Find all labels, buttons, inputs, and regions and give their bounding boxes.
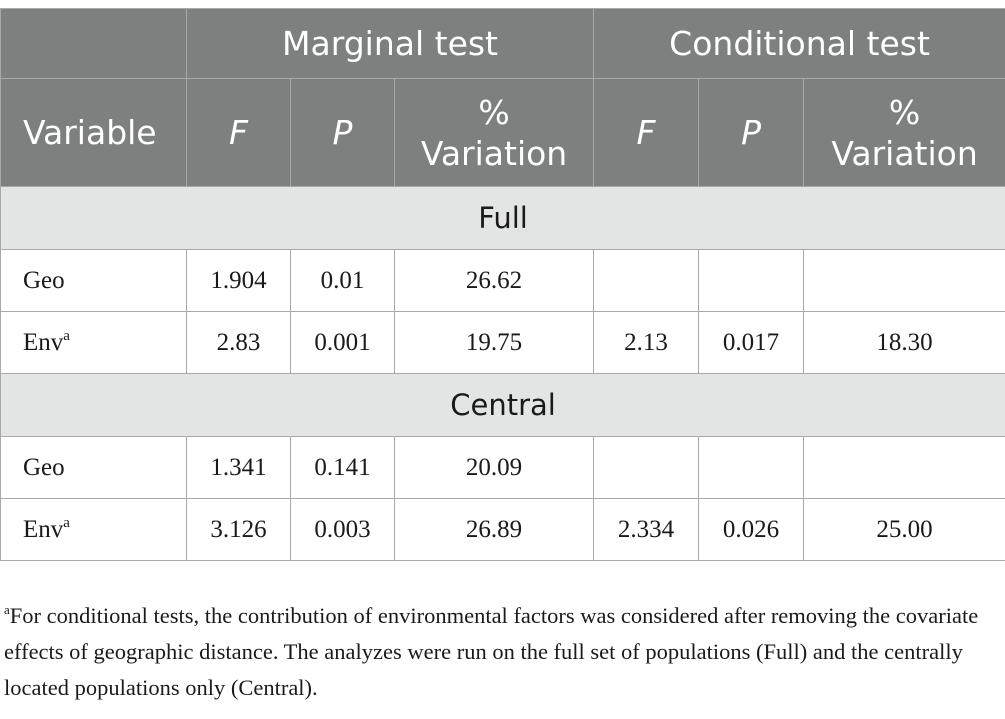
variable-cell: Geo [0,249,187,312]
marginal-f-cell: 1.904 [186,249,291,312]
table-footnote: aFor conditional tests, the contribution… [4,598,1004,706]
variable-cell: Enva [0,498,187,561]
conditional-p-cell: 0.017 [698,311,805,374]
header-row-groups: Marginal test Conditional test [0,8,1005,79]
conditional-p-cell: 0.026 [698,498,805,561]
section-title: Full [0,186,1005,250]
header-variable: Variable [0,78,187,187]
conditional-variation-cell: 18.30 [803,311,1005,374]
table-row: Enva 2.83 0.001 19.75 2.13 0.017 18.30 [0,311,1005,374]
header-conditional-p: P [698,78,805,187]
variable-superscript: a [63,514,70,531]
conditional-f-cell: 2.334 [593,498,700,561]
conditional-p-cell [698,436,805,499]
variable-name: Geo [23,266,65,294]
conditional-variation-cell [803,249,1005,312]
marginal-p-cell: 0.141 [290,436,395,499]
table-row: Geo 1.341 0.141 20.09 [0,436,1005,499]
conditional-f-cell [593,436,700,499]
marginal-p-cell: 0.003 [290,498,395,561]
marginal-variation-cell: 26.89 [393,498,595,561]
header-empty-cell [0,8,187,79]
header-conditional-f: F [593,78,700,187]
header-marginal-test: Marginal test [185,8,595,79]
variable-name: Geo [23,453,65,481]
marginal-variation-cell: 19.75 [393,311,595,374]
header-conditional-test: Conditional test [593,8,1005,79]
section-title: Central [0,373,1005,437]
marginal-p-cell: 0.001 [290,311,395,374]
conditional-p-cell [698,249,805,312]
variable-name: Env [23,515,64,543]
header-variation-label: Variation [420,133,568,173]
conditional-variation-cell: 25.00 [803,498,1005,561]
header-marginal-f: F [186,78,291,187]
header-conditional-variation: % Variation [803,78,1005,187]
variable-superscript: a [63,327,70,344]
header-percent: % [888,92,921,132]
table-row: Geo 1.904 0.01 26.62 [0,249,1005,312]
marginal-f-cell: 3.126 [186,498,291,561]
section-row-full: Full [0,186,1005,250]
header-marginal-p: P [290,78,395,187]
footnote-text: For conditional tests, the contribution … [4,603,979,700]
section-row-central: Central [0,373,1005,437]
conditional-f-cell [593,249,700,312]
header-marginal-variation: % Variation [393,78,595,187]
variable-cell: Geo [0,436,187,499]
header-row-columns: Variable F P % Variation F P % Variation [0,78,1005,187]
header-variation-label: Variation [831,133,978,173]
conditional-variation-cell [803,436,1005,499]
conditional-f-cell: 2.13 [593,311,700,374]
footnote-marker: a [4,602,10,617]
marginal-f-cell: 1.341 [186,436,291,499]
header-percent: % [478,92,510,132]
table-row: Enva 3.126 0.003 26.89 2.334 0.026 25.00 [0,498,1005,561]
variable-cell: Enva [0,311,187,374]
results-table: Marginal test Conditional test Variable … [0,8,1005,561]
marginal-f-cell: 2.83 [186,311,291,374]
marginal-p-cell: 0.01 [290,249,395,312]
marginal-variation-cell: 20.09 [393,436,595,499]
marginal-variation-cell: 26.62 [393,249,595,312]
variable-name: Env [23,328,64,356]
